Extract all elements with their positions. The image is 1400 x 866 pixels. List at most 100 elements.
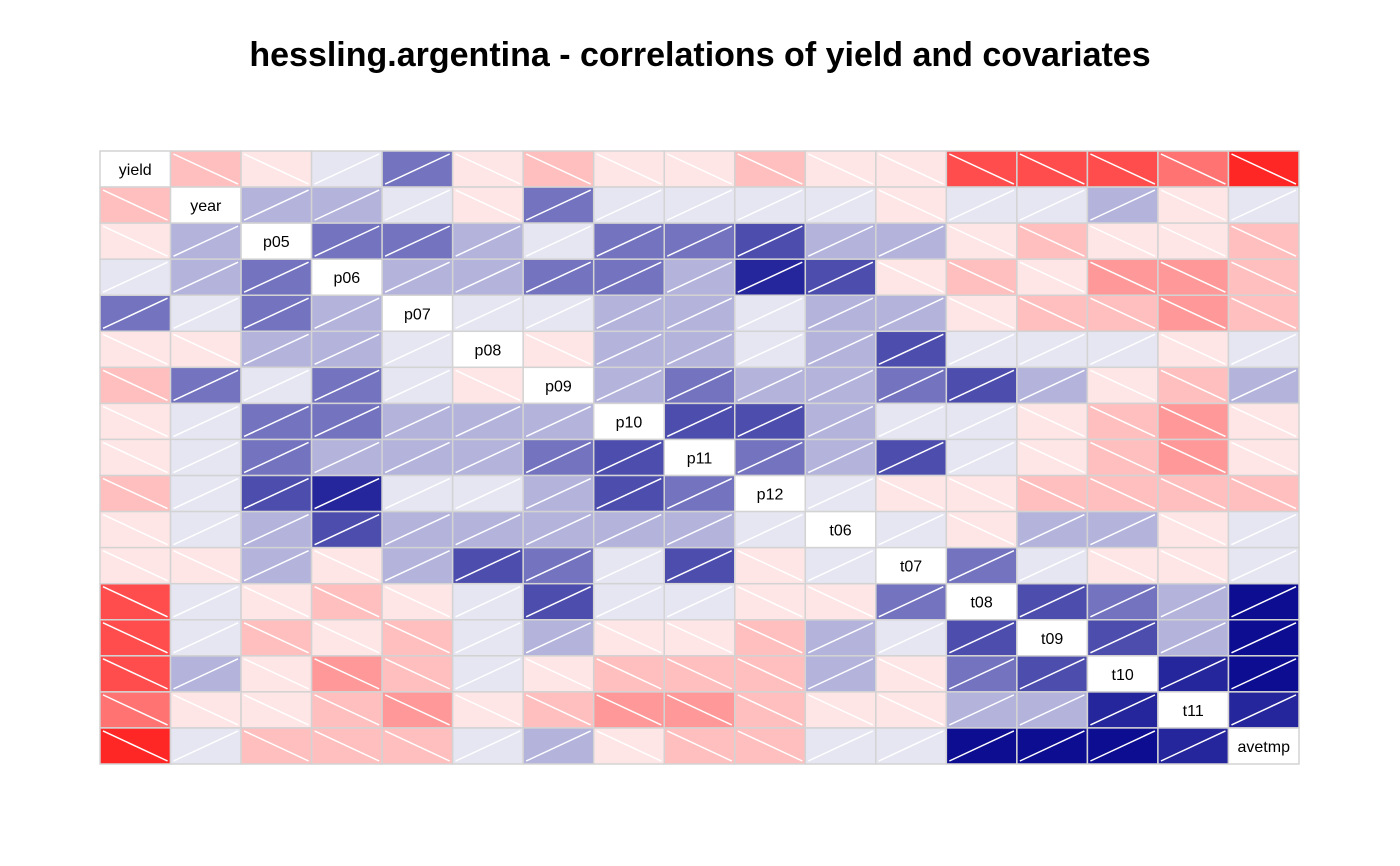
cell-slope-line xyxy=(1019,586,1085,618)
cell-slope-line xyxy=(807,405,874,438)
cell-slope-line xyxy=(243,297,309,329)
cell-slope-line xyxy=(384,694,450,726)
cell-slope-line xyxy=(243,369,309,402)
cell-slope-line xyxy=(878,405,944,438)
cell-slope-line xyxy=(1231,225,1297,257)
cell-slope-line xyxy=(878,658,944,690)
cell-slope-line xyxy=(949,622,1015,654)
cell-slope-line xyxy=(1019,189,1085,221)
cell-slope-line xyxy=(173,622,239,654)
cell-slope-line xyxy=(878,189,944,221)
cell-slope-line xyxy=(102,694,168,726)
cell-slope-line xyxy=(878,225,944,257)
cell-slope-line xyxy=(1160,405,1226,438)
chart-title: hessling.argentina - correlations of yie… xyxy=(249,36,1151,74)
cell-slope-line xyxy=(384,441,450,474)
cell-slope-line xyxy=(243,333,309,366)
cell-slope-line xyxy=(525,153,592,185)
cell-slope-line xyxy=(666,586,733,618)
cell-slope-line xyxy=(1019,225,1085,257)
cell-slope-line xyxy=(1160,225,1226,257)
cell-slope-line xyxy=(878,622,944,654)
cell-slope-line xyxy=(243,549,309,582)
cell-slope-line xyxy=(949,441,1015,474)
cell-slope-line xyxy=(384,513,450,546)
cell-slope-line xyxy=(596,225,662,257)
cell-slope-line xyxy=(878,441,944,474)
variable-label: p05 xyxy=(263,234,290,251)
cell-slope-line xyxy=(1019,730,1085,762)
cell-slope-line xyxy=(1019,333,1085,366)
cell-slope-line xyxy=(102,333,168,366)
cell-slope-line xyxy=(102,441,168,474)
cell-slope-line xyxy=(666,622,733,654)
heatmap-cell xyxy=(1016,366,1089,405)
cell-slope-line xyxy=(666,297,733,329)
variable-label: t11 xyxy=(1183,703,1204,720)
cell-slope-line xyxy=(243,189,309,221)
variable-label: t07 xyxy=(900,559,922,576)
cell-slope-line xyxy=(1160,153,1226,185)
cell-slope-line xyxy=(596,586,662,618)
variable-label: yield xyxy=(119,162,152,179)
cell-slope-line xyxy=(1231,513,1297,546)
cell-slope-line xyxy=(737,694,803,726)
cell-slope-line xyxy=(737,369,803,402)
cell-slope-line xyxy=(949,694,1015,726)
cell-slope-line xyxy=(455,441,521,474)
cell-slope-line xyxy=(243,153,309,185)
diagonal-cell xyxy=(592,402,665,441)
cell-slope-line xyxy=(1160,369,1226,402)
cell-slope-line xyxy=(1160,658,1226,690)
cell-slope-line xyxy=(737,333,803,366)
cell-slope-line xyxy=(1160,586,1226,618)
cell-slope-line xyxy=(525,622,592,654)
variable-label: t08 xyxy=(970,595,992,612)
diagonal-cell xyxy=(1086,655,1159,693)
variable-label: p09 xyxy=(545,378,572,395)
cell-slope-line xyxy=(1090,549,1156,582)
cell-slope-line xyxy=(525,261,592,293)
cell-slope-line xyxy=(878,297,944,329)
variable-label: p12 xyxy=(757,487,784,504)
cell-slope-line xyxy=(596,694,662,726)
cell-slope-line xyxy=(1019,405,1085,438)
cell-slope-line xyxy=(173,694,239,726)
cell-slope-line xyxy=(949,658,1015,690)
cell-slope-line xyxy=(666,658,733,690)
cell-slope-line xyxy=(1019,513,1085,546)
cell-slope-line xyxy=(949,405,1015,438)
cell-slope-line xyxy=(525,189,592,221)
cell-slope-line xyxy=(1231,441,1297,474)
cell-slope-line xyxy=(1090,333,1156,366)
variable-label: avetmp xyxy=(1238,739,1291,756)
cell-slope-line xyxy=(102,369,168,402)
cell-slope-line xyxy=(878,513,944,546)
cell-slope-line xyxy=(525,694,592,726)
cell-slope-line xyxy=(807,586,874,618)
cell-slope-line xyxy=(314,225,380,257)
cell-slope-line xyxy=(807,477,874,510)
cell-slope-line xyxy=(807,261,874,293)
cell-slope-line xyxy=(949,513,1015,546)
cell-slope-line xyxy=(314,333,380,366)
variable-label: p08 xyxy=(475,342,502,359)
cell-slope-line xyxy=(455,405,521,438)
cell-slope-line xyxy=(243,513,309,546)
diagonal-cell xyxy=(99,150,172,188)
cell-slope-line xyxy=(807,658,874,690)
heatmap-cell xyxy=(945,691,1018,729)
cell-slope-line xyxy=(1019,549,1085,582)
cell-slope-line xyxy=(1231,405,1297,438)
cell-slope-line xyxy=(1090,730,1156,762)
cell-slope-line xyxy=(314,189,380,221)
cell-slope-line xyxy=(1160,441,1226,474)
cell-slope-line xyxy=(949,153,1015,185)
heatmap-cell xyxy=(663,727,736,765)
cell-slope-line xyxy=(173,153,239,185)
cell-slope-line xyxy=(173,441,239,474)
cell-slope-line xyxy=(455,153,521,185)
cell-slope-line xyxy=(525,586,592,618)
cell-slope-line xyxy=(243,730,309,762)
